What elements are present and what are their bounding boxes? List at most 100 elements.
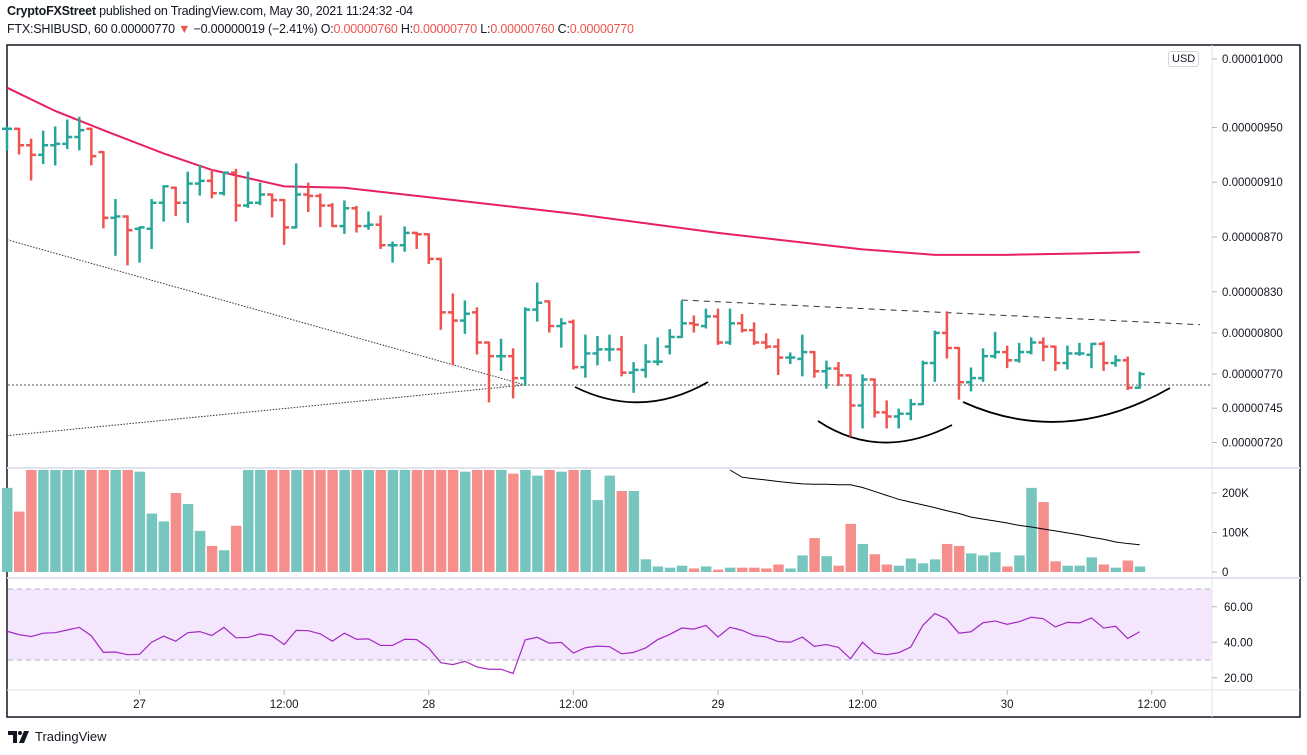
cup-arc-3[interactable]: [962, 387, 1171, 423]
ohlc-bar-down: [941, 311, 952, 359]
ohlc-bar-down: [435, 257, 446, 330]
cup-arc-2[interactable]: [817, 420, 953, 444]
volume-bar: [857, 543, 869, 572]
volume-bar: [568, 470, 579, 572]
open-label: O:: [320, 22, 334, 36]
tradingview-logo-text: TradingView: [35, 729, 107, 744]
ohlc-bar-up: [797, 334, 808, 377]
rsi-tick-label: 40.00: [1224, 637, 1253, 649]
price-tick-label: 0.00000950: [1222, 122, 1283, 134]
ohlc-bar-down: [881, 400, 892, 429]
price-tick-label: 0.00000910: [1222, 177, 1283, 189]
ohlc-bar-up: [966, 367, 976, 392]
ohlc-bar-down: [1122, 356, 1133, 391]
cup-arcs[interactable]: [574, 381, 1171, 444]
volume-bar: [375, 470, 387, 572]
symbol-title[interactable]: FTX:SHIBUSD, 60: [7, 22, 108, 36]
moving-average-line: [6, 86, 1140, 256]
published-text: published on TradingView.com, May 30, 20…: [95, 4, 413, 18]
ohlc-bar-up: [556, 318, 567, 348]
price-tick-label: 0.00000770: [1222, 369, 1283, 381]
drawing-lines[interactable]: [6, 239, 1212, 437]
cup-arc-1[interactable]: [574, 381, 709, 404]
ohlc-bar-down: [351, 205, 362, 233]
ohlc-bar-up: [255, 182, 266, 206]
time-tick-label: 28: [422, 699, 435, 711]
price-tick-label: 0.00000745: [1222, 403, 1283, 415]
volume-bar: [134, 471, 146, 572]
rsi-line: [6, 612, 1140, 675]
volume-bar: [267, 470, 278, 572]
ohlc-bar-down: [544, 300, 555, 333]
tradingview-logo[interactable]: TradingView: [8, 729, 107, 744]
ohlc-bar-up: [182, 171, 193, 223]
volume-bar: [592, 500, 603, 572]
ohlc-bar-down: [749, 322, 760, 345]
time-axis[interactable]: 27 12:00 28 12:00 29 12:00 30 12:00: [133, 690, 1166, 711]
volume-bar: [484, 470, 495, 572]
volume-bar: [1074, 565, 1085, 572]
volume-bar: [1086, 557, 1097, 572]
ohlc-bar-up: [363, 211, 374, 230]
volume-bar: [303, 470, 314, 572]
currency-badge[interactable]: USD: [1168, 51, 1200, 67]
volume-bar: [98, 470, 109, 572]
ohlc-bar-up: [387, 241, 398, 263]
ohlc-bar-up: [38, 130, 49, 165]
volume-bar: [773, 564, 784, 572]
open-value: 0.00000760: [333, 22, 398, 36]
ohlc-bar-up: [990, 331, 1001, 359]
volume-bar: [953, 545, 965, 572]
volume-bar: [110, 470, 121, 572]
ohlc-bar-up: [676, 300, 687, 339]
ohlc-bar-down: [809, 350, 820, 378]
volume-bar: [544, 470, 555, 572]
volume-bar: [990, 552, 1001, 572]
ohlc-bar-up: [194, 164, 205, 196]
ohlc-bar-up: [158, 185, 169, 222]
ohlc-bar-down: [230, 168, 241, 222]
publisher-name[interactable]: CryptoFXStreet: [7, 4, 96, 18]
volume-bar: [785, 568, 796, 572]
volume-bar: [1122, 560, 1134, 572]
rsi-axis: 60.00 40.00 20.00: [1212, 602, 1253, 685]
ohlc-bar-up: [1062, 345, 1073, 370]
time-tick-label: 12:00: [559, 699, 588, 711]
ohlc-bar-up: [700, 308, 711, 329]
ascending-trendline: [6, 384, 526, 437]
ohlc-bar-down: [484, 341, 494, 403]
volume-tick-label: 100K: [1222, 528, 1249, 540]
volume-bar: [652, 566, 664, 572]
ohlc-bar-up: [62, 119, 73, 149]
time-tick-label: 12:00: [848, 699, 877, 711]
volume-bar: [712, 569, 724, 572]
ohlc-bar-down: [26, 138, 37, 181]
volume-bar: [496, 470, 507, 572]
volume-bar: [122, 470, 133, 572]
volume-bar: [1134, 566, 1146, 572]
time-tick-label: 30: [1001, 699, 1014, 711]
ohlc-bar-down: [833, 362, 844, 386]
low-value: 0.00000760: [490, 22, 555, 36]
ohlc-bar-down: [267, 193, 278, 218]
rsi-tick-label: 60.00: [1224, 602, 1253, 614]
ohlc-bar-up: [1110, 355, 1121, 367]
rsi-tick-label: 20.00: [1224, 673, 1253, 685]
volume-bar: [182, 504, 194, 572]
price-axis[interactable]: 0.00001000 0.00000950 0.00000910 0.00000870…: [1212, 54, 1283, 450]
volume-bar: [218, 550, 230, 572]
ohlc-bar-down: [206, 168, 217, 199]
time-tick-label: 12:00: [1137, 699, 1166, 711]
volume-bar: [206, 545, 218, 572]
volume-bar: [50, 470, 61, 572]
volume-bar: [737, 567, 748, 572]
time-tick-label: 27: [133, 699, 146, 711]
ohlc-bar-up: [604, 334, 615, 362]
volume-bar: [194, 530, 206, 572]
chart-border: [6, 44, 1301, 718]
volume-bar: [604, 475, 615, 572]
low-label: L:: [480, 22, 491, 36]
volume-bar: [327, 470, 338, 572]
ohlc-bar-down: [98, 150, 109, 229]
